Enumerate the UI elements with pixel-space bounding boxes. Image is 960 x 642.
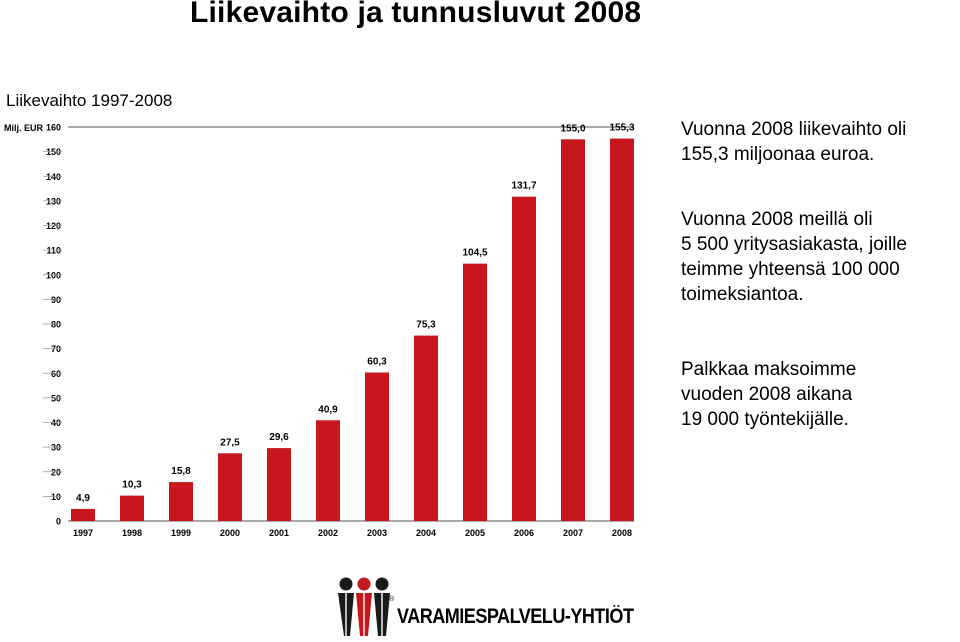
bar-value-label: 75,3 xyxy=(416,320,436,331)
bar xyxy=(561,139,585,521)
bar-value-label: 60,3 xyxy=(367,357,387,368)
bar xyxy=(316,420,340,521)
customers-summary-line: teimme yhteensä 100 000 xyxy=(681,259,900,280)
bar-value-label: 155,3 xyxy=(609,123,634,134)
y-tick-label: 80 xyxy=(51,320,61,330)
x-tick-label: 1998 xyxy=(122,528,142,538)
payroll-summary-text: Palkkaa maksoimme vuoden 2008 aikana 19 … xyxy=(681,357,856,432)
x-tick-label: 2002 xyxy=(318,528,338,538)
y-tick-label: 130 xyxy=(46,196,61,206)
x-tick-label: 2004 xyxy=(416,528,436,538)
y-tick-label: 50 xyxy=(51,393,61,403)
y-tick-label: 90 xyxy=(51,295,61,305)
x-tick-label: 2008 xyxy=(612,528,632,538)
bar-value-label: 15,8 xyxy=(171,466,191,477)
x-tick-label: 2003 xyxy=(367,528,387,538)
bar-value-label: 104,5 xyxy=(462,248,487,259)
page-title: Liikevaihto ja tunnusluvut 2008 xyxy=(190,0,642,29)
company-logo-text: VARAMIESPALVELU-YHTIÖT xyxy=(397,605,634,628)
x-tick-label: 1999 xyxy=(171,528,191,538)
bar-value-label: 4,9 xyxy=(76,493,90,504)
y-tick-label: 120 xyxy=(46,221,61,231)
y-tick-label: 30 xyxy=(51,443,61,453)
x-tick-label: 2007 xyxy=(563,528,583,538)
payroll-summary-line: Palkkaa maksoimme xyxy=(681,359,857,380)
y-tick-label: 100 xyxy=(46,270,61,280)
bar xyxy=(610,138,634,522)
revenue-summary-line: Vuonna 2008 liikevaihto oli xyxy=(681,119,907,140)
revenue-bar-chart: Milj. EUR 0 10 20 30 40 50 60 70 80 90 100 110 120 130… xyxy=(4,123,635,539)
x-tick-label: 1997 xyxy=(73,528,93,538)
y-tick-label: 110 xyxy=(46,246,61,256)
x-tick-label: 2001 xyxy=(269,528,289,538)
x-tick-label: 2000 xyxy=(220,528,240,538)
bar xyxy=(71,508,95,521)
customers-summary-text: Vuonna 2008 meillä oli 5 500 yritysasiak… xyxy=(681,207,907,307)
bar xyxy=(463,263,487,521)
bar xyxy=(120,495,144,521)
y-tick-label: 140 xyxy=(46,172,61,182)
payroll-summary-line: 19 000 työntekijälle. xyxy=(681,409,849,430)
revenue-summary-line: 155,3 miljoonaa euroa. xyxy=(681,144,875,165)
bar xyxy=(169,482,193,521)
bar xyxy=(267,448,291,521)
company-logo-icon xyxy=(338,577,390,636)
y-tick-label: 20 xyxy=(51,467,61,477)
revenue-summary-text: Vuonna 2008 liikevaihto oli 155,3 miljoo… xyxy=(681,117,906,167)
bar xyxy=(365,372,389,521)
bar xyxy=(414,335,438,521)
customers-summary-line: 5 500 yritysasiakasta, joille xyxy=(681,234,907,255)
bar-value-label: 27,5 xyxy=(220,437,240,448)
bar-value-label: 155,0 xyxy=(560,123,585,134)
y-tick-label: 40 xyxy=(51,418,61,428)
customers-summary-line: toimeksiantoa. xyxy=(681,284,804,305)
bar-value-label: 131,7 xyxy=(511,181,536,192)
y-tick-label: 60 xyxy=(51,369,61,379)
y-tick-label: 160 xyxy=(46,123,61,133)
customers-summary-line: Vuonna 2008 meillä oli xyxy=(681,209,873,230)
y-tick-label: 10 xyxy=(51,492,61,502)
bar-value-label: 40,9 xyxy=(318,404,338,415)
y-tick-label: 150 xyxy=(46,147,61,157)
registered-mark: ® xyxy=(389,596,395,603)
chart-heading: Liikevaihto 1997-2008 xyxy=(6,91,173,110)
x-tick-label: 2005 xyxy=(465,528,485,538)
bar-value-label: 29,6 xyxy=(269,432,289,443)
x-tick-label: 2006 xyxy=(514,528,534,538)
bar xyxy=(512,196,536,521)
y-axis-label: Milj. EUR xyxy=(4,123,44,133)
payroll-summary-line: vuoden 2008 aikana xyxy=(681,384,853,405)
bar-value-label: 10,3 xyxy=(122,480,142,491)
y-tick-label: 0 xyxy=(56,517,61,527)
bar xyxy=(218,453,242,521)
y-tick-label: 70 xyxy=(51,344,61,354)
